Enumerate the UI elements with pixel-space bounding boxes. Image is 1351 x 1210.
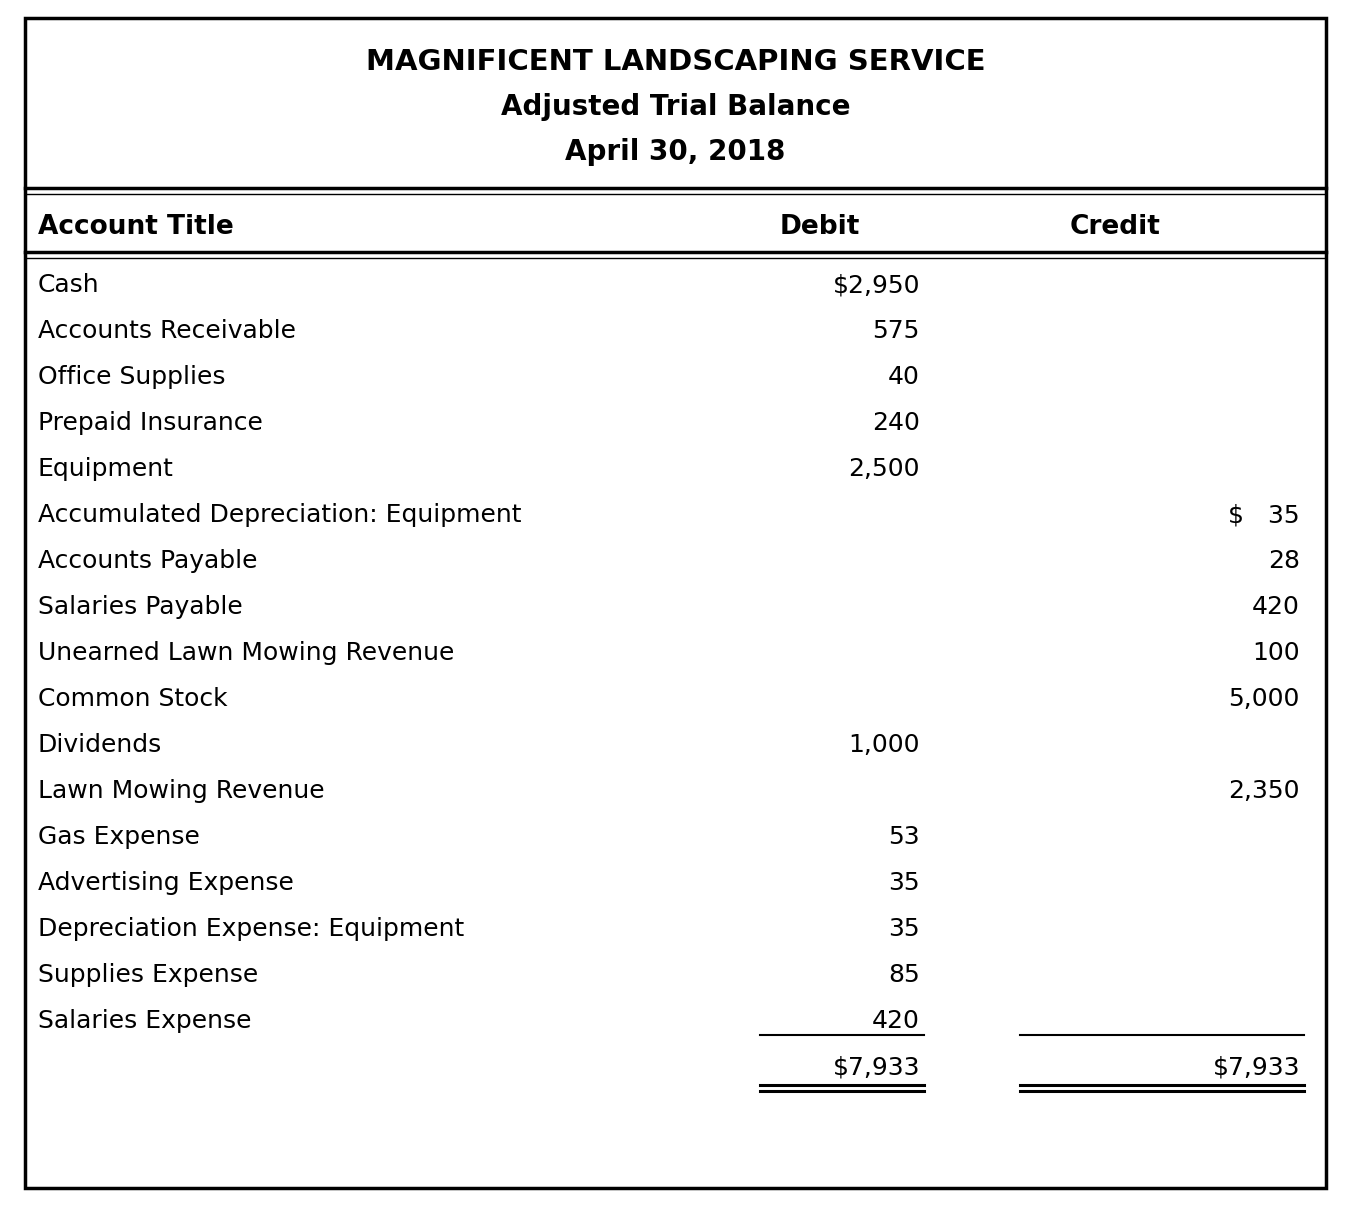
Text: Accounts Payable: Accounts Payable (38, 549, 258, 574)
Text: Adjusted Trial Balance: Adjusted Trial Balance (501, 93, 850, 121)
Text: 28: 28 (1269, 549, 1300, 574)
Text: 40: 40 (888, 365, 920, 388)
Text: 5,000: 5,000 (1228, 687, 1300, 711)
Text: Salaries Expense: Salaries Expense (38, 1009, 251, 1033)
Text: Depreciation Expense: Equipment: Depreciation Expense: Equipment (38, 917, 465, 941)
Text: 420: 420 (873, 1009, 920, 1033)
FancyBboxPatch shape (26, 18, 1325, 1188)
Text: Equipment: Equipment (38, 457, 174, 482)
Text: Dividends: Dividends (38, 733, 162, 757)
Text: Unearned Lawn Mowing Revenue: Unearned Lawn Mowing Revenue (38, 641, 454, 666)
Text: Credit: Credit (1070, 214, 1161, 240)
Text: 53: 53 (889, 825, 920, 849)
Text: Supplies Expense: Supplies Expense (38, 963, 258, 987)
Text: Common Stock: Common Stock (38, 687, 227, 711)
Text: April 30, 2018: April 30, 2018 (565, 138, 786, 166)
Text: 35: 35 (889, 871, 920, 895)
Text: 100: 100 (1252, 641, 1300, 666)
Text: Cash: Cash (38, 273, 100, 296)
Text: 2,350: 2,350 (1228, 779, 1300, 803)
Text: $7,933: $7,933 (832, 1055, 920, 1079)
Text: 1,000: 1,000 (848, 733, 920, 757)
Text: $7,933: $7,933 (1212, 1055, 1300, 1079)
Text: 420: 420 (1252, 595, 1300, 620)
Text: Lawn Mowing Revenue: Lawn Mowing Revenue (38, 779, 324, 803)
Text: $   35: $ 35 (1228, 503, 1300, 528)
Text: MAGNIFICENT LANDSCAPING SERVICE: MAGNIFICENT LANDSCAPING SERVICE (366, 48, 985, 76)
Text: Debit: Debit (780, 214, 861, 240)
Text: 2,500: 2,500 (848, 457, 920, 482)
Text: Gas Expense: Gas Expense (38, 825, 200, 849)
Text: Salaries Payable: Salaries Payable (38, 595, 243, 620)
Text: 575: 575 (873, 319, 920, 342)
Text: $2,950: $2,950 (832, 273, 920, 296)
Text: 240: 240 (873, 411, 920, 436)
Text: Accounts Receivable: Accounts Receivable (38, 319, 296, 342)
Text: 85: 85 (888, 963, 920, 987)
Text: 35: 35 (889, 917, 920, 941)
Text: Account Title: Account Title (38, 214, 234, 240)
Text: Accumulated Depreciation: Equipment: Accumulated Depreciation: Equipment (38, 503, 521, 528)
Text: Advertising Expense: Advertising Expense (38, 871, 295, 895)
Text: Prepaid Insurance: Prepaid Insurance (38, 411, 263, 436)
Text: Office Supplies: Office Supplies (38, 365, 226, 388)
